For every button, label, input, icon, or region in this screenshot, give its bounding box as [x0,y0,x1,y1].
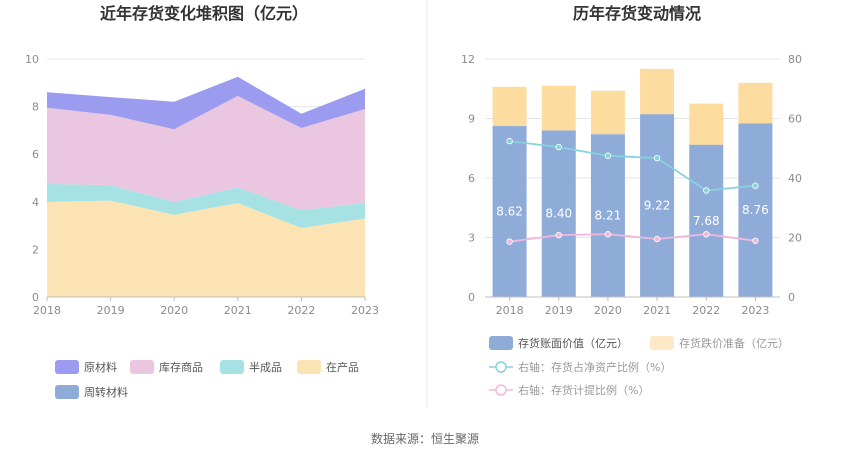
legend-swatch-在产品 [297,360,321,374]
bar-存货账面价值（亿元）-2022 [689,144,724,297]
legend-swatch-impairment [650,336,674,350]
right-lines [506,137,759,245]
legend-swatch-book-value [489,336,513,350]
bar-value-label: 8.40 [545,207,572,221]
left-areas [47,76,365,297]
stacked-area-chart: 近年存货变化堆积图（亿元） 2018 2019 2020 2021 2022 202302… [25,4,379,399]
right-left-y-tick-label: 12 [461,53,475,66]
left-x-tick-label: 2018 [33,304,61,317]
left-y-tick-label: 10 [25,53,39,66]
right-right-y-tick-label: 60 [788,113,802,126]
left-y-tick-label: 2 [32,243,39,256]
left-y-tick-label: 0 [32,291,39,304]
legend-swatch-库存商品 [130,360,154,374]
legend-label-book-value: 存货账面价值（亿元） [518,336,628,350]
left-y-tick-label: 8 [32,101,39,114]
legend-label-net-asset-ratio: 右轴：存货占净资产比例（%） [518,360,671,374]
right-right-y-tick-label: 40 [788,172,802,185]
right-right-y-tick-label: 20 [788,232,802,245]
line-point [604,152,612,159]
line-point [555,143,562,151]
right-left-y-tick-label: 3 [468,232,475,245]
legend-label-半成品: 半成品 [249,360,282,374]
right-chart-title: 历年存货变动情况 [573,4,701,23]
line-point [752,237,759,244]
legend-label-provision-ratio: 右轴：存货计提比例（%） [518,383,649,397]
bar-value-label: 8.21 [595,209,622,223]
legend-marker-provision-ratio [495,384,507,396]
left-x-tick-label: 2019 [97,304,125,317]
bar-存货跌价准备（亿元）-2021 [640,68,675,115]
line-point [653,154,661,162]
right-x-tick-label: 2020 [594,304,622,317]
legend-label-周转材料: 周转材料 [84,385,128,399]
left-x-tick-label: 2023 [351,304,379,317]
area-库存商品 [47,95,365,211]
right-axes: 2018 2019 2020 2021 2022 2023 0 3 6 9 12 0 20 40 60 80 [461,53,802,317]
right-x-tick-label: 2022 [692,304,720,317]
right-x-tick-label: 2018 [496,304,524,317]
line-point [752,182,759,189]
legend-label-impairment: 存货跌价准备（亿元） [679,336,789,350]
bar-value-label: 8.76 [742,203,769,217]
line-右轴：存货计提比例（%） [509,233,756,243]
right-x-tick-label: 2021 [643,304,671,317]
legend-swatch-原材料 [55,360,79,374]
left-x-tick-label: 2020 [160,304,188,317]
bar-存货跌价准备（亿元）-2023 [738,82,773,124]
legend-label-原材料: 原材料 [84,360,117,374]
right-right-y-tick-label: 0 [788,291,795,304]
bar-存货账面价值（亿元）-2018 [492,126,527,297]
right-left-y-tick-label: 9 [468,113,475,126]
line-point [604,231,612,238]
line-point [555,231,562,239]
area-半成品 [47,183,365,228]
area-原材料 [47,76,365,130]
data-source-text: 数据来源：恒生聚源 [371,431,479,446]
right-bars: 8.62 8.40 8.21 9.22 7.68 8.76 [492,68,773,298]
bar-line-combo-chart: 历年存货变动情况 8.62 8.40 8.219.227.688.76 2018 20… [461,4,802,397]
right-x-tick-label: 2023 [741,304,769,317]
line-point [653,235,661,243]
left-x-tick-label: 2021 [224,304,252,317]
legend-label-库存商品: 库存商品 [159,360,203,374]
right-left-y-tick-label: 0 [468,291,475,304]
legend-label-在产品: 在产品 [326,360,359,374]
right-right-y-tick-label: 80 [788,53,802,66]
bar-存货账面价值（亿元）-2023 [738,123,773,297]
legend-swatch-周转材料 [55,385,79,399]
bar-value-label: 7.68 [693,214,720,228]
bar-存货跌价准备（亿元）-2019 [541,85,576,131]
left-axes: 2018 2019 2020 2021 2022 2023 0 2 4 6 8 10 [25,53,379,317]
bar-value-label: 9.22 [644,199,671,213]
left-y-tick-label: 4 [32,196,39,209]
right-grid [485,58,780,298]
bar-存货账面价值（亿元）-2020 [590,134,625,297]
left-x-tick-label: 2022 [287,304,315,317]
right-left-y-tick-label: 6 [468,172,475,185]
bar-存货跌价准备（亿元）-2018 [492,86,527,127]
bar-存货跌价准备（亿元）-2020 [590,90,625,135]
left-y-tick-label: 6 [32,148,39,161]
bar-存货账面价值（亿元）-2019 [541,130,576,297]
line-右轴：存货占净资产比例（%） [509,140,756,192]
legend-swatch-半成品 [220,360,244,374]
line-point [703,231,710,238]
legend-marker-net-asset-ratio [495,361,507,373]
line-point [506,137,513,145]
line-point [703,187,710,194]
bar-value-label: 8.62 [496,205,523,219]
right-legend: 存货账面价值（亿元） 存货跌价准备（亿元） 右轴：存货占净资产比例（%） 右轴：存货计… [489,336,789,397]
bar-存货跌价准备（亿元）-2022 [689,103,724,145]
left-chart-title: 近年存货变化堆积图（亿元） [100,4,308,23]
right-x-tick-label: 2019 [545,304,573,317]
bar-存货账面价值（亿元）-2021 [640,114,675,298]
area-在产品 [47,200,365,297]
line-point [506,238,513,245]
